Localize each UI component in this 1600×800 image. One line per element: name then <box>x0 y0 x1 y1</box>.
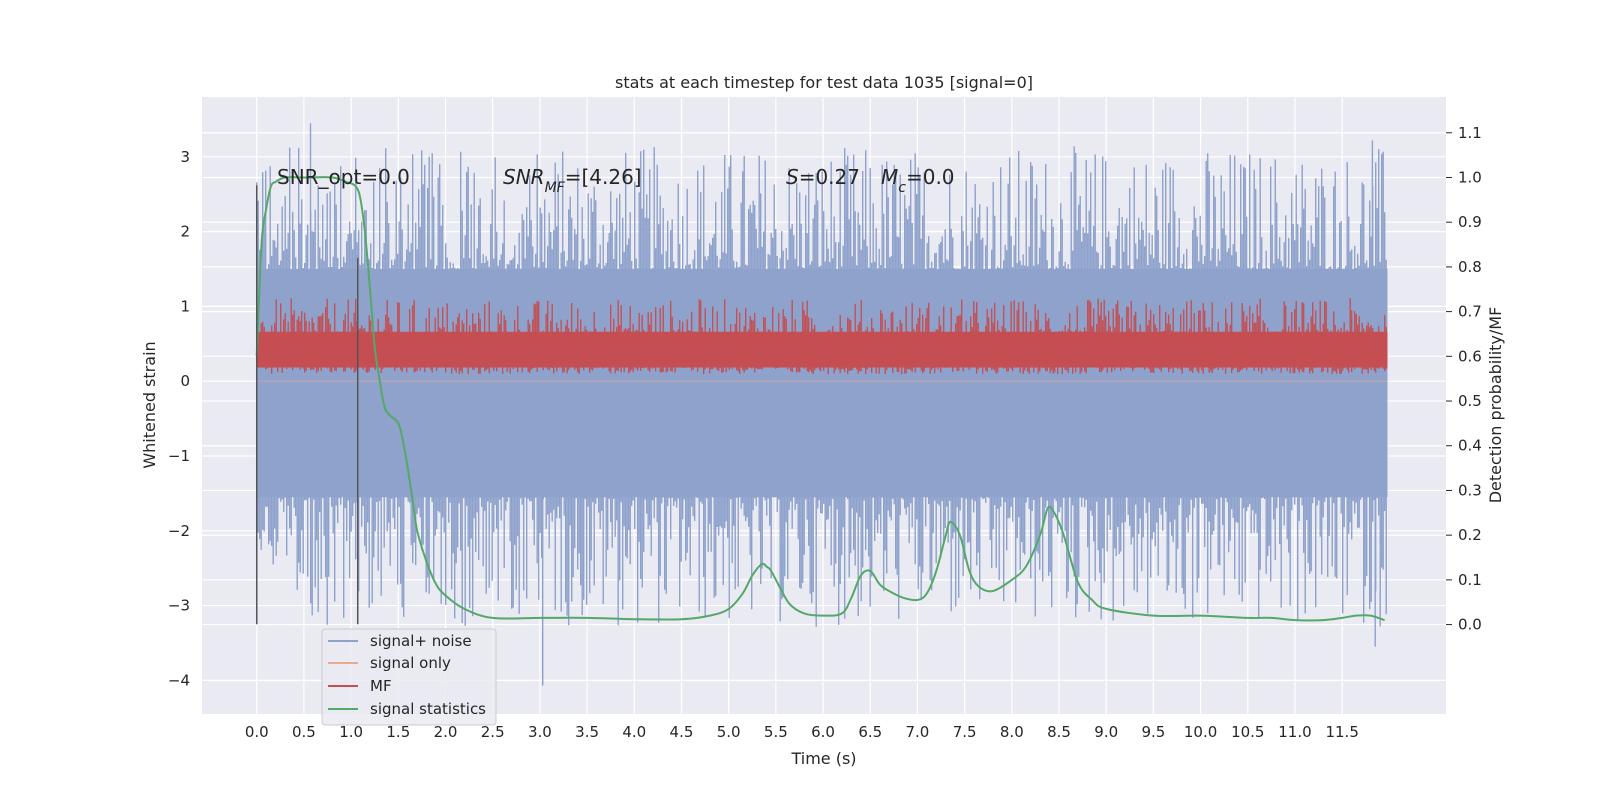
y-right-axis-ticks: 1.1 1.0 0.9 0.8 0.7 0.6 0.5 0.4 0.3 0.2 0.1 0.0 <box>1446 124 1482 634</box>
y-right-tick-label: 0.2 <box>1458 526 1482 544</box>
y-right-tick-label: 1.0 <box>1458 168 1482 186</box>
y-right-tick-label: 0.6 <box>1458 347 1482 365</box>
y-right-tick-label: 0.4 <box>1458 437 1482 455</box>
y-left-tick-label: 2 <box>180 223 190 241</box>
legend-entry-signal-only: signal only <box>328 654 451 672</box>
y-left-tick-label: −4 <box>168 671 190 689</box>
y-left-axis-label: Whitened strain <box>140 341 159 468</box>
legend-label-signal-statistics: signal statistics <box>370 700 486 718</box>
x-tick-label: 1.5 <box>386 723 410 741</box>
legend-label-signal-noise: signal+ noise <box>370 632 472 650</box>
x-tick-label: 5.5 <box>764 723 788 741</box>
x-tick-label: 7.5 <box>953 723 977 741</box>
series-mf <box>256 298 1388 375</box>
x-tick-label: 11.0 <box>1278 723 1311 741</box>
legend-box <box>321 628 497 726</box>
y-right-tick-label: 0.1 <box>1458 571 1482 589</box>
x-tick-label: 9.5 <box>1141 723 1165 741</box>
x-tick-label: 3.5 <box>575 723 599 741</box>
legend-entry-signal-noise: signal+ noise <box>328 632 472 650</box>
annotation-snr-mf-rest: =[4.26] <box>565 165 642 189</box>
vertical-markers <box>255 185 359 625</box>
annotation-mc-rest: =0.0 <box>906 165 955 189</box>
y-right-axis-label: Detection probability/MF <box>1486 307 1505 504</box>
x-tick-label: 9.0 <box>1094 723 1118 741</box>
x-tick-label: 3.0 <box>528 723 552 741</box>
y-left-tick-label: −1 <box>168 447 190 465</box>
annotation-snr-mf: SNRMF=[4.26] <box>503 165 642 196</box>
x-tick-label: 4.0 <box>622 723 646 741</box>
annotation-snr-mf-sub: MF <box>545 180 566 196</box>
annotation-mc-sub: c <box>898 180 906 196</box>
y-right-tick-label: 0.3 <box>1458 481 1482 499</box>
x-tick-label: 6.5 <box>858 723 882 741</box>
series-signal-noise <box>256 123 1388 686</box>
legend-label-signal-only: signal only <box>370 654 451 672</box>
x-axis-label: Time (s) <box>790 749 856 768</box>
legend-entry-mf: MF <box>328 677 392 695</box>
x-tick-label: 0.0 <box>245 723 269 741</box>
x-tick-label: 0.5 <box>292 723 316 741</box>
legend: signal+ noise signal only MF signal stat… <box>321 628 497 726</box>
y-right-tick-label: 0.7 <box>1458 303 1482 321</box>
y-right-tick-label: 0.8 <box>1458 258 1482 276</box>
x-tick-label: 5.0 <box>717 723 741 741</box>
signal-statistics-line <box>255 176 1385 622</box>
annotation-snr-opt: SNR_opt=0.0 <box>277 165 410 189</box>
x-tick-label: 8.0 <box>1000 723 1024 741</box>
x-tick-label: 6.0 <box>811 723 835 741</box>
annotation-mc: Mc=0.0 <box>881 165 955 196</box>
x-tick-label: 10.5 <box>1231 723 1264 741</box>
x-tick-label: 4.5 <box>670 723 694 741</box>
y-left-axis-ticks: 3 2 1 0 −1 −2 −3 −4 <box>168 148 190 690</box>
x-tick-label: 2.0 <box>434 723 458 741</box>
series-signal-statistics <box>255 176 1385 622</box>
y-right-tick-label: 0.5 <box>1458 392 1482 410</box>
y-left-tick-label: 0 <box>180 372 190 390</box>
legend-entry-signal-statistics: signal statistics <box>328 700 486 718</box>
y-left-tick-label: −2 <box>168 522 190 540</box>
x-tick-label: 2.5 <box>481 723 505 741</box>
y-left-tick-label: 1 <box>180 297 190 315</box>
x-tick-label: 10.0 <box>1184 723 1217 741</box>
annotations: SNR_opt=0.0 SNRMF=[4.26] S=0.27 Mc=0.0 <box>277 165 955 196</box>
annotation-s-rest: =0.27 <box>799 165 860 189</box>
y-left-tick-label: −3 <box>168 597 190 615</box>
x-tick-label: 1.0 <box>339 723 363 741</box>
x-tick-label: 7.0 <box>906 723 930 741</box>
y-left-tick-label: 3 <box>180 148 190 166</box>
y-right-tick-label: 1.1 <box>1458 124 1482 142</box>
x-axis-ticks: 0.0 0.5 1.0 1.5 2.0 2.5 3.0 3.5 4.0 4.5 5.0 5.5 6.0 6… <box>245 723 1359 741</box>
legend-label-mf: MF <box>370 677 392 695</box>
annotation-s: S=0.27 <box>786 165 860 189</box>
x-tick-label: 8.5 <box>1047 723 1071 741</box>
annotation-mc-main: M <box>881 165 898 189</box>
y-right-tick-label: 0.0 <box>1458 616 1482 634</box>
x-tick-label: 11.5 <box>1325 723 1358 741</box>
chart-title: stats at each timestep for test data 103… <box>615 73 1033 92</box>
annotation-s-main: S <box>786 165 799 189</box>
annotation-snr-mf-main: SNR <box>503 165 545 189</box>
y-right-tick-label: 0.9 <box>1458 213 1482 231</box>
